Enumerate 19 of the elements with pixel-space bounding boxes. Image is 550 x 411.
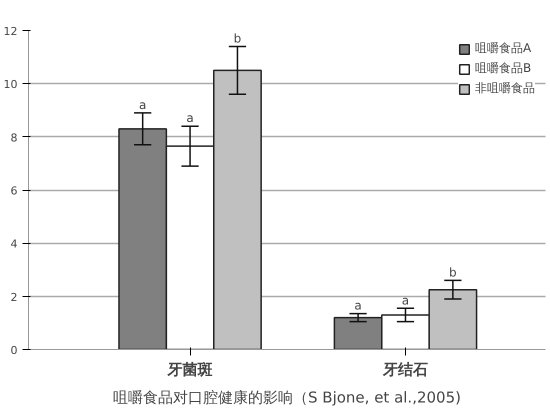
y-tick-label: 4 [10, 238, 18, 251]
y-tick-label: 8 [10, 131, 18, 144]
y-tick-label: 6 [10, 184, 18, 198]
y-tick-label: 2 [10, 290, 18, 304]
data-label: a [186, 111, 194, 126]
data-label: b [449, 265, 457, 280]
text: 咀嚼食品对口腔健康的影响（S Bjone, et al.,2005) [113, 388, 461, 406]
legend-label: 咀嚼食品B [475, 60, 532, 77]
x-tick-label: 牙菌斑 [166, 360, 213, 378]
y-tick-label: 10 [4, 78, 18, 92]
data-label: a [402, 293, 410, 308]
legend-label: 咀嚼食品A [475, 40, 532, 57]
x-tick-label: 牙结石 [382, 360, 428, 378]
data-label: b [234, 31, 242, 46]
y-tick-label: 0 [10, 344, 18, 357]
data-label: a [354, 298, 362, 313]
legend-label: 非咀嚼食品 [475, 80, 535, 97]
y-tick-label: 12 [4, 25, 18, 38]
data-label: a [138, 98, 146, 112]
